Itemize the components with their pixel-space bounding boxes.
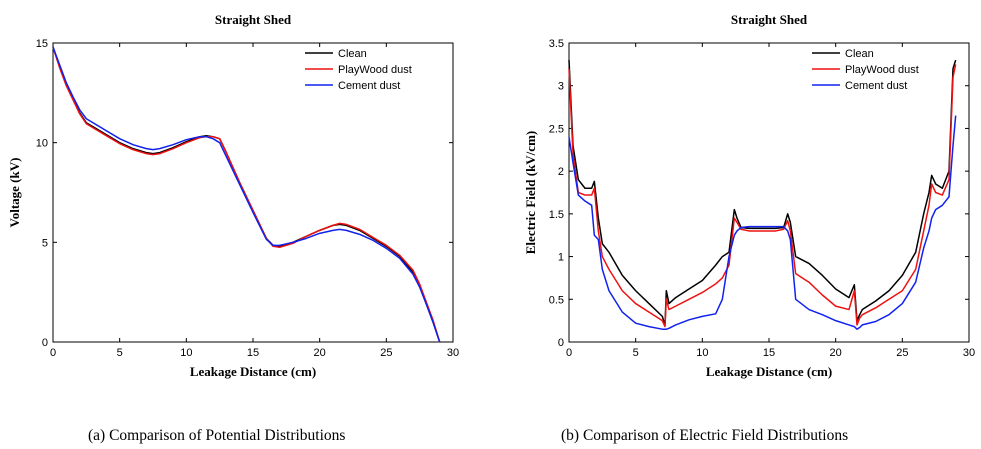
- x-axis-label: Leakage Distance (cm): [706, 364, 832, 379]
- x-tick-label: 25: [380, 347, 392, 359]
- y-tick-label: 2: [558, 166, 564, 178]
- chart-b: Straight Shed 0 5 10 15 20 25 30 0 0.5 1 1.5 2 2.5 3 3.…: [523, 12, 975, 379]
- legend-label: Clean: [845, 48, 874, 60]
- x-tick-label: 5: [117, 347, 123, 359]
- x-tick-label: 20: [830, 347, 842, 359]
- y-tick-label: 1.5: [549, 209, 564, 221]
- caption-a: (a) Comparison of Potential Distribution…: [88, 427, 345, 444]
- y-tick-label: 5: [42, 237, 48, 249]
- y-tick-label: 2.5: [549, 123, 564, 135]
- chart-a: Straight Shed 0 5 10 15 20 25 30 0 5 10 15 Leakage D…: [7, 12, 459, 379]
- x-tick-label: 0: [566, 347, 572, 359]
- legend-label: Clean: [338, 48, 367, 60]
- caption-b: (b) Comparison of Electric Field Distrib…: [561, 427, 848, 444]
- series-line-cement-dust: [568, 115, 957, 330]
- x-axis-label: Leakage Distance (cm): [190, 364, 316, 379]
- series-line-playwood-dust: [52, 46, 441, 343]
- y-axis-label: Electric Field (kV/cm): [523, 131, 538, 254]
- x-tick-label: 30: [447, 347, 459, 359]
- chart-title: Straight Shed: [215, 12, 292, 27]
- series-line-clean: [568, 59, 957, 326]
- x-tick-label: 10: [696, 347, 708, 359]
- y-axis-label: Voltage (kV): [7, 158, 22, 228]
- y-tick-label: 15: [36, 38, 48, 50]
- y-tick-label: 0.5: [549, 294, 564, 306]
- x-tick-label: 10: [180, 347, 192, 359]
- y-tick-label: 0: [558, 337, 564, 349]
- y-tick-label: 0: [42, 337, 48, 349]
- series-line-cement-dust: [52, 46, 441, 343]
- x-tick-label: 25: [896, 347, 908, 359]
- y-tick-label: 3: [558, 81, 564, 93]
- x-tick-label: 15: [763, 347, 775, 359]
- legend-label: Cement dust: [338, 80, 400, 92]
- x-tick-label: 20: [314, 347, 326, 359]
- x-tick-label: 30: [963, 347, 975, 359]
- series-line-playwood-dust: [568, 64, 957, 328]
- x-tick-label: 0: [50, 347, 56, 359]
- y-tick-label: 10: [36, 138, 48, 150]
- legend-label: PlayWood dust: [845, 64, 919, 76]
- y-tick-label: 1: [558, 252, 564, 264]
- legend-label: Cement dust: [845, 80, 907, 92]
- x-tick-label: 15: [247, 347, 259, 359]
- chart-title: Straight Shed: [731, 12, 808, 27]
- legend-label: PlayWood dust: [338, 64, 412, 76]
- x-tick-label: 5: [633, 347, 639, 359]
- y-tick-label: 3.5: [549, 38, 564, 50]
